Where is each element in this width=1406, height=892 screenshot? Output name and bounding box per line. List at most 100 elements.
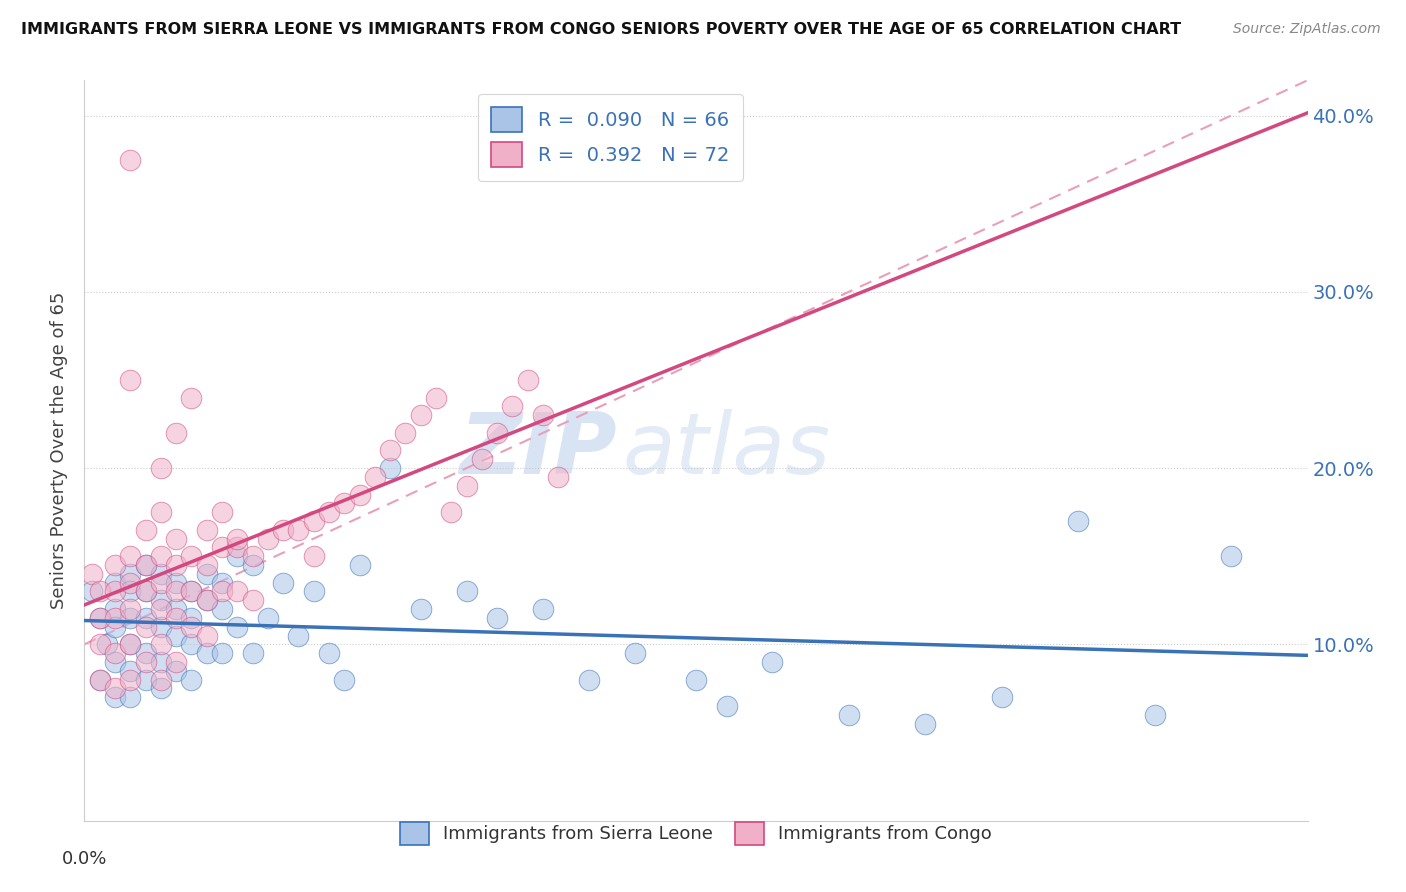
Point: [165, 602, 187, 616]
Point: [149, 637, 172, 651]
Point: [165, 664, 187, 678]
Point: [89, 584, 111, 599]
Point: [165, 532, 187, 546]
Point: [104, 620, 127, 634]
Point: [104, 575, 127, 590]
Point: [180, 391, 202, 405]
Point: [135, 655, 157, 669]
Point: [180, 637, 202, 651]
Point: [838, 707, 860, 722]
Point: [135, 673, 157, 687]
Point: [180, 673, 202, 687]
Point: [226, 541, 249, 555]
Point: [257, 611, 280, 625]
Point: [149, 593, 172, 607]
Point: [211, 646, 233, 660]
Point: [89, 637, 111, 651]
Point: [135, 523, 157, 537]
Point: [271, 523, 294, 537]
Point: [685, 673, 707, 687]
Point: [242, 558, 264, 572]
Point: [104, 611, 127, 625]
Point: [242, 646, 264, 660]
Point: [380, 443, 402, 458]
Text: IMMIGRANTS FROM SIERRA LEONE VS IMMIGRANTS FROM CONGO SENIORS POVERTY OVER THE A: IMMIGRANTS FROM SIERRA LEONE VS IMMIGRAN…: [21, 22, 1181, 37]
Point: [226, 549, 249, 564]
Point: [120, 566, 142, 581]
Point: [165, 425, 187, 440]
Point: [120, 373, 142, 387]
Point: [486, 611, 509, 625]
Point: [578, 673, 600, 687]
Point: [135, 646, 157, 660]
Point: [211, 541, 233, 555]
Point: [104, 690, 127, 705]
Point: [120, 690, 142, 705]
Point: [195, 566, 218, 581]
Point: [120, 637, 142, 651]
Point: [180, 549, 202, 564]
Point: [149, 566, 172, 581]
Point: [226, 620, 249, 634]
Point: [149, 575, 172, 590]
Point: [120, 673, 142, 687]
Point: [531, 602, 554, 616]
Point: [195, 646, 218, 660]
Point: [80, 566, 103, 581]
Point: [104, 584, 127, 599]
Point: [120, 602, 142, 616]
Point: [1067, 514, 1090, 528]
Y-axis label: Seniors Poverty Over the Age of 65: Seniors Poverty Over the Age of 65: [51, 292, 69, 609]
Point: [149, 655, 172, 669]
Point: [211, 602, 233, 616]
Point: [104, 681, 127, 696]
Point: [211, 584, 233, 599]
Point: [120, 637, 142, 651]
Point: [486, 425, 509, 440]
Point: [471, 452, 494, 467]
Legend: Immigrants from Sierra Leone, Immigrants from Congo: Immigrants from Sierra Leone, Immigrants…: [392, 814, 1000, 853]
Point: [165, 584, 187, 599]
Point: [624, 646, 647, 660]
Point: [135, 620, 157, 634]
Point: [716, 699, 738, 714]
Point: [456, 584, 478, 599]
Point: [104, 558, 127, 572]
Point: [149, 505, 172, 519]
Point: [318, 505, 340, 519]
Point: [104, 655, 127, 669]
Point: [349, 487, 371, 501]
Point: [302, 584, 325, 599]
Point: [195, 593, 218, 607]
Point: [1143, 707, 1166, 722]
Point: [120, 575, 142, 590]
Point: [516, 373, 538, 387]
Point: [287, 523, 309, 537]
Point: [257, 532, 280, 546]
Point: [333, 496, 356, 510]
Point: [89, 673, 111, 687]
Point: [104, 646, 127, 660]
Point: [135, 558, 157, 572]
Point: [149, 620, 172, 634]
Text: 0.0%: 0.0%: [62, 850, 107, 868]
Text: atlas: atlas: [623, 409, 831, 492]
Point: [149, 461, 172, 475]
Point: [135, 558, 157, 572]
Point: [180, 584, 202, 599]
Point: [211, 575, 233, 590]
Point: [425, 391, 447, 405]
Point: [135, 584, 157, 599]
Point: [242, 593, 264, 607]
Point: [165, 655, 187, 669]
Point: [120, 549, 142, 564]
Point: [165, 628, 187, 642]
Point: [349, 558, 371, 572]
Point: [104, 602, 127, 616]
Point: [456, 479, 478, 493]
Point: [440, 505, 463, 519]
Point: [409, 602, 432, 616]
Point: [991, 690, 1014, 705]
Point: [120, 664, 142, 678]
Point: [195, 523, 218, 537]
